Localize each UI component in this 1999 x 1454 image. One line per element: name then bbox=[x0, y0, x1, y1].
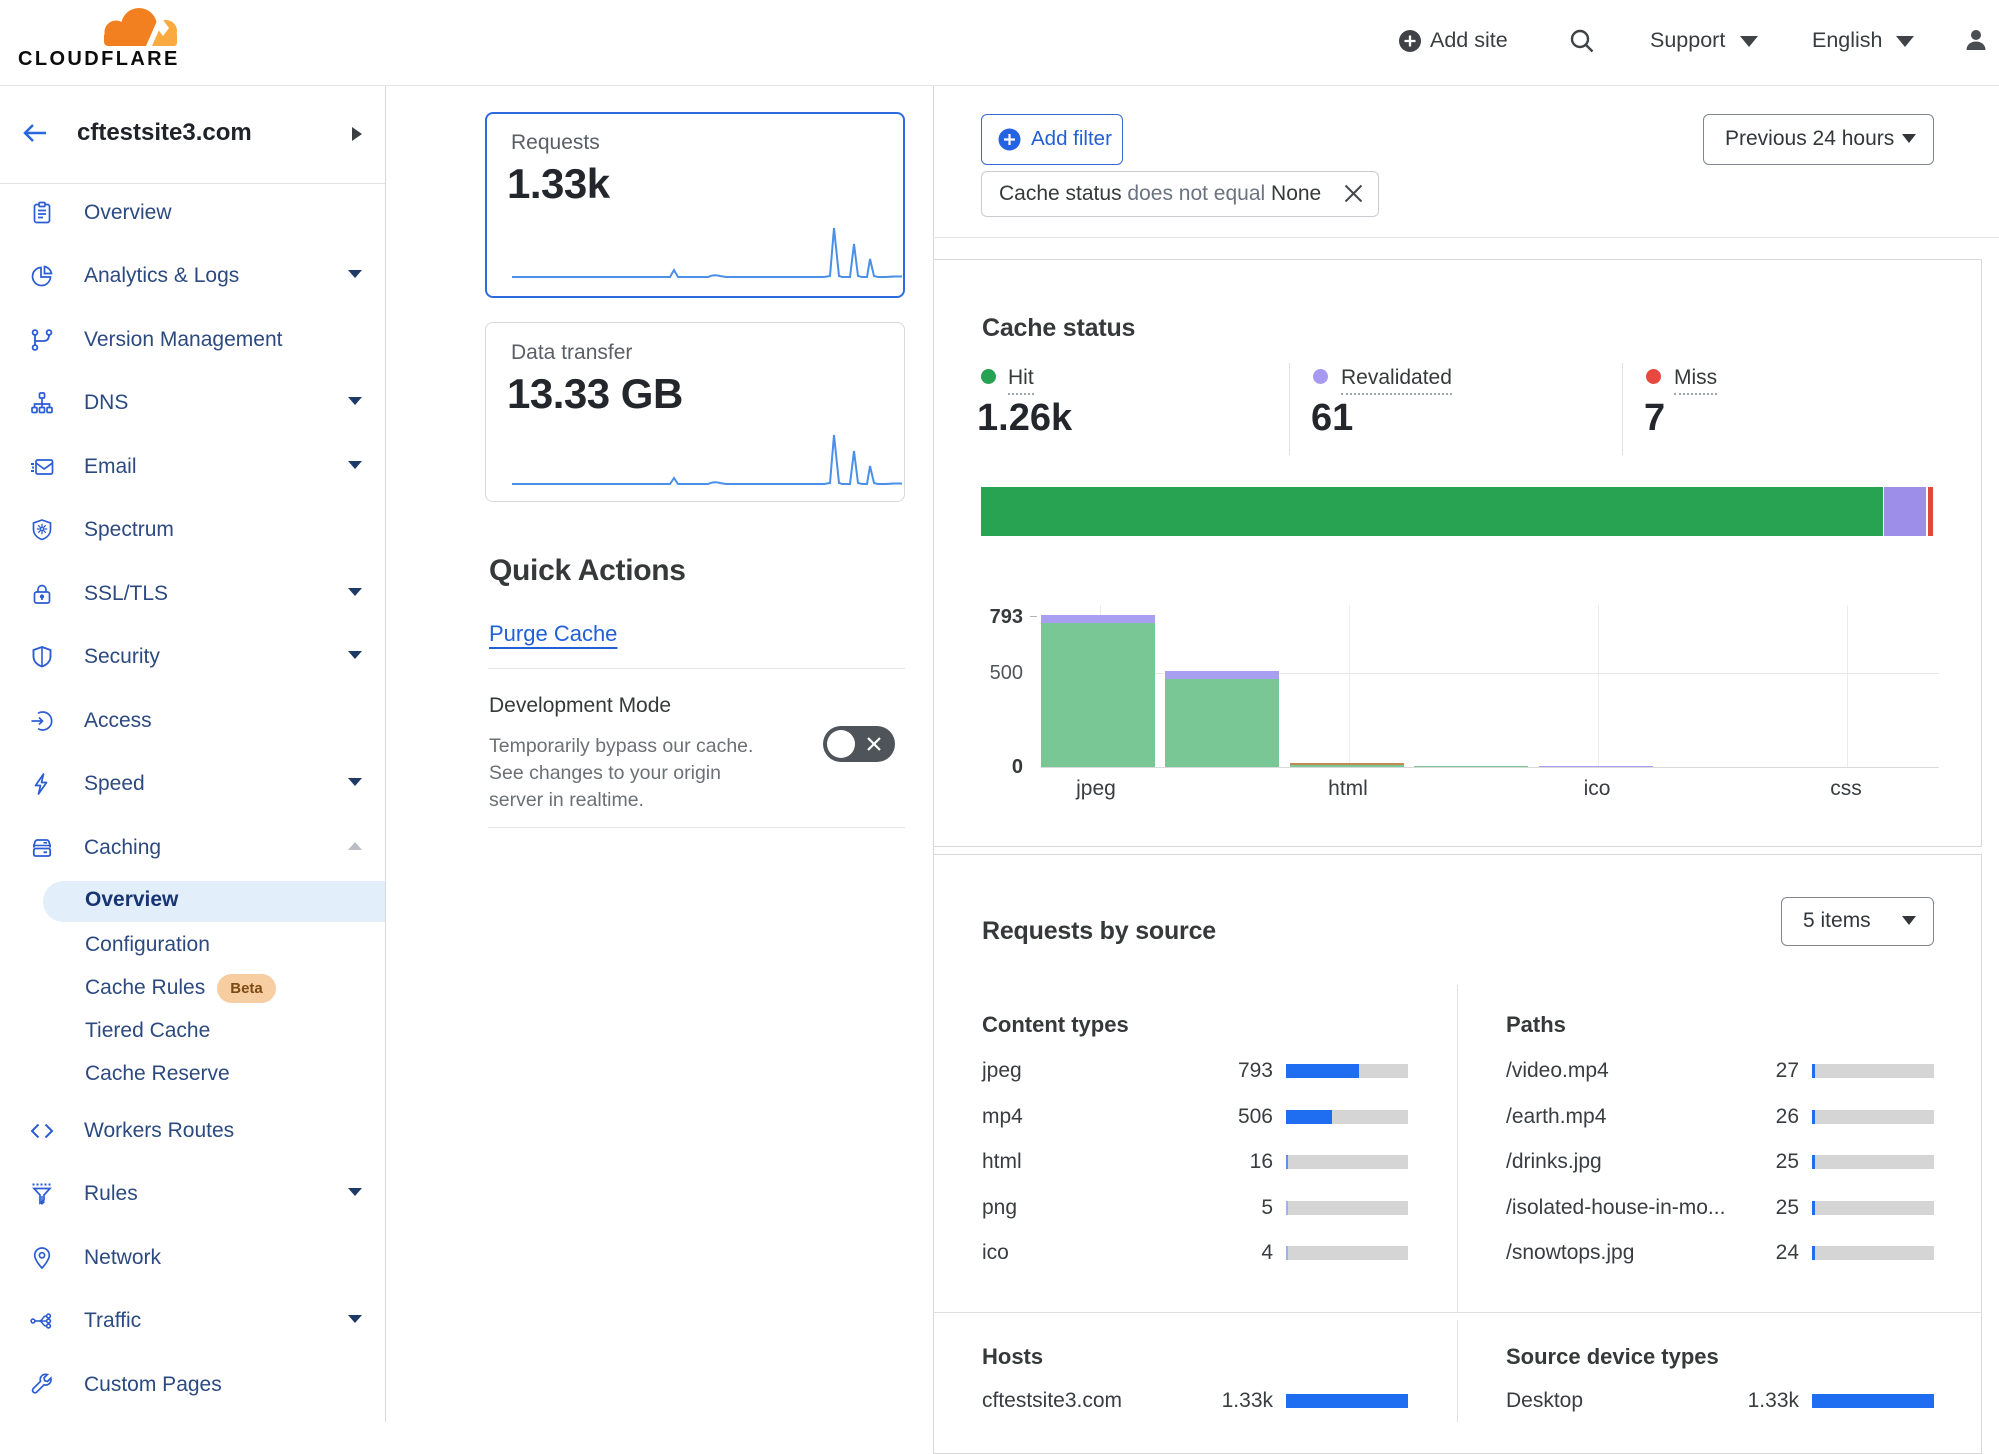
svg-text:CLOUDFLARE: CLOUDFLARE bbox=[18, 48, 180, 70]
